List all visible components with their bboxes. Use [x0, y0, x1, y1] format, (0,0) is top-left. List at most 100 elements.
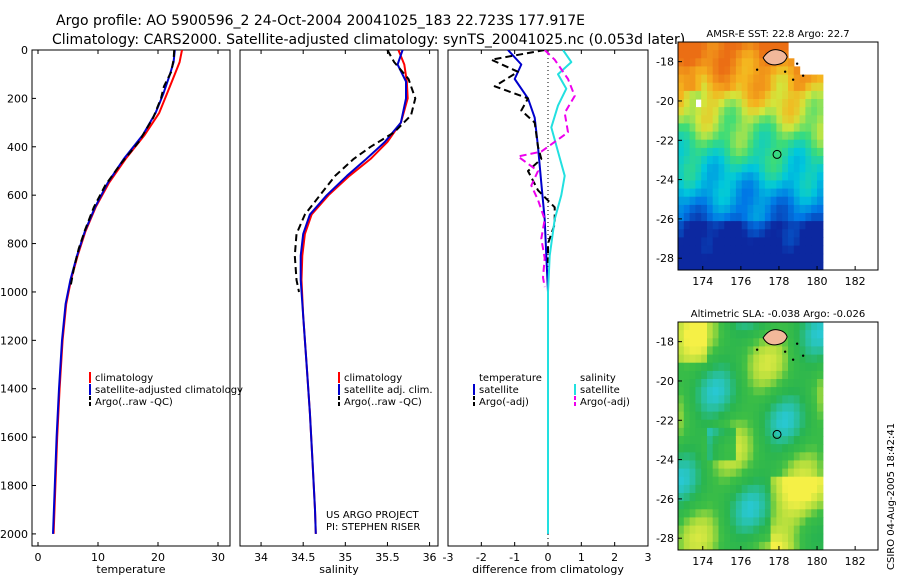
sla_map-cell [741, 419, 749, 429]
sla_map-cell [770, 493, 777, 502]
figure-title-line2: Climatology: CARS2000. Satellite-adjuste… [52, 32, 686, 48]
sst_map-cell [805, 180, 812, 190]
sst_map-cell [759, 156, 766, 165]
sla_map-cell [793, 436, 801, 445]
sst_map-cell [782, 229, 789, 238]
sla_map-cell [724, 370, 731, 380]
sla_map-cell [817, 387, 824, 396]
sla_map-cell [730, 362, 737, 372]
sla_map-cell [793, 541, 801, 550]
sst_map-cell [776, 188, 783, 198]
sst_map-cell [764, 261, 772, 270]
sla_map-cell [689, 346, 696, 356]
sst_map-cell [759, 204, 766, 214]
sst_map-cell [735, 245, 743, 255]
sst_map-frame [677, 41, 879, 271]
sst_map-cell [707, 261, 714, 270]
sla_map-cell [793, 452, 801, 461]
sla_map-cell [695, 403, 702, 413]
sst_map-cell [776, 90, 783, 100]
temperature-ytick-label: 1800 [0, 480, 28, 493]
sla_map-cell [695, 452, 702, 461]
sla_map-cell [788, 541, 795, 550]
sla_map-cell [683, 444, 691, 453]
sst_map-cell [689, 180, 696, 190]
sla_map-islet [791, 358, 795, 361]
sla_map-cell [701, 427, 708, 437]
sla_map-cell [730, 387, 737, 396]
sst_map-cell [689, 172, 696, 181]
sla_map-cell [788, 330, 795, 339]
sla_map-cell [724, 517, 731, 527]
sla_map-cell [724, 493, 731, 502]
difference-xtick-label: 2 [611, 551, 618, 564]
sla_map-cell [747, 533, 754, 543]
sla_map-cell [753, 444, 760, 453]
sst_map-cell [753, 188, 760, 198]
sla_map-cell [730, 346, 737, 356]
sla_map-cell [678, 419, 685, 429]
sst_map-cell [712, 213, 720, 222]
sla_map-cell [799, 387, 806, 396]
sst_map-cell [782, 188, 789, 198]
sst_map-cell [753, 213, 760, 222]
sla_map-cell [718, 346, 725, 356]
sla_map-cell [799, 501, 806, 510]
sst_map-cell [718, 221, 725, 230]
sst_map-cell [741, 188, 749, 198]
sla_map-cell [799, 444, 806, 453]
sla_map-cell [764, 354, 772, 364]
sla_map-cell [707, 395, 714, 404]
sst_map-cell [701, 107, 708, 116]
sla_map-cell [683, 330, 691, 339]
sst_map-cell [799, 204, 806, 214]
sla_map-cell [799, 493, 806, 502]
sla_map-cell [683, 379, 691, 388]
sst_map-cell [707, 42, 714, 51]
sst_map-cell [782, 221, 789, 230]
sst_map-cell [793, 253, 801, 263]
sla_map-cell [764, 427, 772, 437]
sst_map-cell [747, 245, 754, 255]
sst_map-cell [759, 139, 766, 149]
sst_map-cell [788, 237, 795, 247]
sst_map-cell [776, 123, 783, 133]
sst_map-cell [718, 131, 725, 141]
sla_map-cell [689, 427, 696, 437]
sst_map-cell [776, 66, 783, 76]
sla_map-cell [811, 468, 818, 478]
sla_map-cell [701, 403, 708, 413]
sla_map-cell [770, 379, 777, 388]
sst_map-cell [735, 147, 743, 157]
sst_map-xtick-label: 176 [730, 275, 751, 288]
salinity-series-line [293, 50, 417, 293]
sst_map-cell [764, 229, 772, 238]
sla_map-cell [776, 395, 783, 404]
sst_map-cell [753, 204, 760, 214]
sst_map-cell [793, 196, 801, 206]
temperature-ytick-label: 0 [21, 44, 28, 57]
sla_map-cell [753, 427, 760, 437]
sla_map-cell [724, 541, 731, 550]
sla_map-cell [799, 322, 806, 331]
sla_map-cell [817, 533, 824, 543]
sst_map-cell [724, 66, 731, 76]
sla_map-cell [735, 395, 743, 404]
sla_map-cell [788, 395, 795, 404]
sst_map-cell [776, 99, 783, 108]
sst_map-cell [793, 99, 801, 108]
sla_map-cell [799, 362, 806, 372]
sst_map-islet [801, 74, 805, 77]
sst_map-cell [753, 50, 760, 59]
sst_map-cell [741, 156, 749, 165]
sla_map-cell [782, 370, 789, 380]
sla_map-cell [753, 476, 760, 486]
sst_map-cell [712, 196, 720, 206]
difference-xlabel: difference from climatology [472, 563, 624, 576]
sst_map-cell [782, 196, 789, 206]
sla_map-cell [770, 419, 777, 429]
sst_map-cell [718, 261, 725, 270]
sst_map-cell [695, 221, 702, 230]
sst_map-title: AMSR-E SST: 22.8 Argo: 22.7 [706, 29, 849, 40]
